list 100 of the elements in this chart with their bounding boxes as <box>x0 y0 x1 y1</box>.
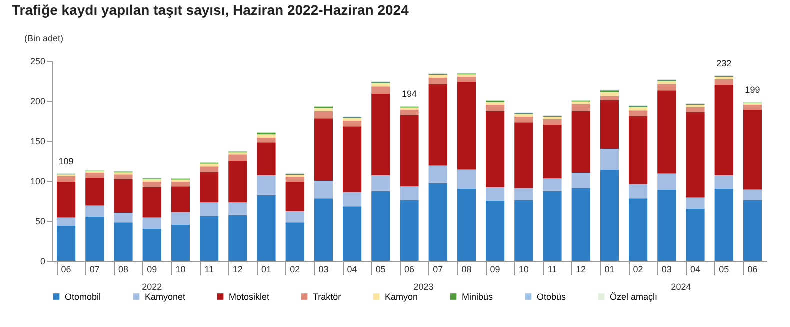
bar <box>629 110 648 116</box>
x-tick-label: 08 <box>462 264 472 274</box>
x-tick-label: 10 <box>518 264 529 274</box>
x-tick-label: 05 <box>719 264 730 274</box>
bar <box>457 170 476 189</box>
x-tick-label: 08 <box>118 264 129 274</box>
text: 2024 <box>671 282 692 292</box>
bar <box>743 105 762 110</box>
bar <box>743 200 762 261</box>
bar <box>600 96 619 100</box>
bar <box>171 212 190 225</box>
x-tick-label: 03 <box>662 264 672 274</box>
bar <box>171 225 190 261</box>
bar <box>629 107 648 111</box>
bar <box>714 189 734 261</box>
bar <box>372 94 390 176</box>
bar <box>428 84 448 166</box>
bar <box>57 218 76 226</box>
bar <box>314 111 333 119</box>
x-tick-label: 12 <box>576 264 586 274</box>
bar <box>428 183 448 261</box>
bar <box>400 110 419 116</box>
bar <box>658 90 676 174</box>
bar <box>343 206 362 261</box>
legend-label: Motosiklet <box>229 292 270 302</box>
total-label: 199 <box>745 85 760 96</box>
x-tick-label: 04 <box>347 264 358 274</box>
x-tick-label: 11 <box>204 264 214 274</box>
bar <box>486 102 505 105</box>
bar <box>543 119 562 125</box>
bar <box>257 195 276 261</box>
x-tick-label: 01 <box>261 264 272 274</box>
bar <box>372 175 390 192</box>
bar <box>114 213 133 223</box>
x-tick-label: 02 <box>633 264 644 274</box>
bar <box>57 182 76 218</box>
bar <box>629 184 648 199</box>
x-tick-label: 10 <box>176 264 186 274</box>
bar <box>543 178 562 192</box>
bar <box>257 138 276 143</box>
bar <box>743 190 762 200</box>
bar <box>543 125 562 179</box>
text: 2022 <box>142 282 162 292</box>
bar <box>343 118 362 121</box>
x-tick-label: 03 <box>318 264 329 274</box>
x-tick-label: 06 <box>748 264 758 274</box>
bar <box>714 79 734 85</box>
bar <box>57 176 76 182</box>
bar <box>200 202 219 216</box>
bar <box>514 114 534 117</box>
bar <box>286 211 304 223</box>
x-tick-label: 09 <box>147 264 158 274</box>
bar <box>600 170 619 261</box>
y-tick-label: 100 <box>30 176 46 186</box>
bar <box>743 110 762 190</box>
bar <box>600 92 619 96</box>
bar <box>514 200 534 261</box>
bar <box>114 222 133 261</box>
bar <box>114 174 133 180</box>
bar <box>314 108 333 112</box>
x-tick-label: 12 <box>232 264 243 274</box>
bar <box>714 85 734 176</box>
y-tick-label: 150 <box>30 136 46 146</box>
bar <box>428 75 448 78</box>
total-label: 194 <box>402 89 418 100</box>
bar <box>486 187 505 201</box>
bar <box>142 187 162 218</box>
legend-label: Otomobil <box>65 292 102 302</box>
bar <box>428 78 448 84</box>
bar <box>228 202 248 216</box>
bar <box>142 179 162 182</box>
x-tick-label: 01 <box>604 264 615 274</box>
bar <box>257 142 276 176</box>
bar <box>286 222 304 261</box>
x-tick-label: 06 <box>61 264 72 274</box>
bar <box>200 172 219 203</box>
bar <box>457 82 476 170</box>
bar <box>286 177 304 182</box>
bar <box>572 173 590 188</box>
x-tick-label: 09 <box>490 264 500 274</box>
bar <box>714 175 734 189</box>
bar <box>543 191 562 261</box>
legend-label: Kamyon <box>385 292 418 302</box>
bar <box>629 198 648 261</box>
bar <box>486 201 505 261</box>
x-tick-label: 07 <box>90 264 100 274</box>
x-tick-label: 05 <box>376 264 386 274</box>
y-tick-label: 50 <box>35 216 46 226</box>
bar <box>600 149 619 170</box>
bar <box>372 86 390 94</box>
bar <box>343 121 362 127</box>
bar <box>142 182 162 188</box>
text: 2023 <box>414 282 434 292</box>
bar <box>658 174 676 190</box>
bar <box>686 209 705 261</box>
x-tick-label: 11 <box>548 264 558 274</box>
legend-label: Özel amaçlı <box>610 292 658 302</box>
bar <box>514 117 534 123</box>
bar <box>200 216 219 261</box>
bar <box>658 84 676 91</box>
